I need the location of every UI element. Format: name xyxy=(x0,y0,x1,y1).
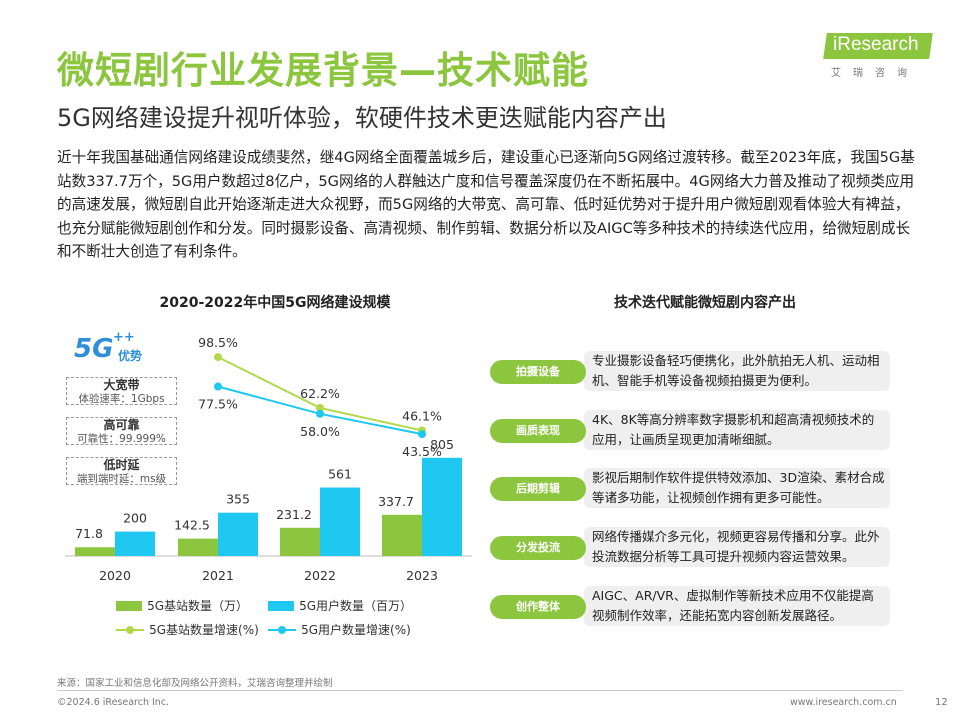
tech-description: 影视后期制作软件提供特效添加、3D渲染、素材合成等诸多功能，让视频创作拥有更多可… xyxy=(584,468,890,508)
advantage-label: 优势 xyxy=(118,349,143,363)
legend-item: 5G用户数量增速(%) xyxy=(268,619,411,638)
feature-bandwidth: 大宽带 体验速率：1Gbps xyxy=(66,377,177,405)
bar xyxy=(178,538,218,556)
legend-label: 5G基站数量增速(%) xyxy=(149,623,259,637)
tech-description: 专业摄影设备轻巧便携化，此外航拍无人机、运动相机、智能手机等设备视频拍摄更为便利… xyxy=(584,351,890,391)
legend-item: 5G基站数量增速(%) xyxy=(116,619,259,638)
footer-link[interactable]: www.iresearch.com.cn xyxy=(790,697,897,708)
bar-value-label: 231.2 xyxy=(276,507,312,522)
logo-text: iResearch xyxy=(833,34,919,55)
tech-tag: 拍摄设备 xyxy=(490,360,586,384)
page-subtitle: 5G网络建设提升视听体验，软硬件技术更迭赋能内容产出 xyxy=(57,104,667,132)
plus-icon: ++ xyxy=(113,330,135,345)
logo-subtext: 艾瑞咨询 xyxy=(831,68,919,79)
page-number: 12 xyxy=(935,697,948,708)
tech-section-title: 技术迭代赋能微短剧内容产出 xyxy=(614,295,796,311)
feature-reliability: 高可靠 可靠性：99.999% xyxy=(66,417,177,445)
bar xyxy=(280,527,320,556)
iresearch-logo: iResearch 艾瑞咨询 xyxy=(823,33,935,83)
tech-tag: 后期剪辑 xyxy=(490,477,586,501)
tech-tag: 分发投流 xyxy=(490,536,586,560)
line-value-label: 62.2% xyxy=(300,386,340,401)
chart-title: 2020-2022年中国5G网络建设规模 xyxy=(159,295,391,311)
feature-latency: 低时延 端到端时延：ms级 xyxy=(66,457,177,485)
intro-paragraph: 近十年我国基础通信网络建设成绩斐然，继4G网络全面覆盖城乡后，建设重心已逐渐向5… xyxy=(57,149,915,260)
bar xyxy=(382,514,422,556)
tech-row-shooting: 拍摄设备 专业摄影设备轻巧便携化，此外航拍无人机、运动相机、智能手机等设备视频拍… xyxy=(486,351,898,391)
feature-head: 低时延 xyxy=(103,458,140,472)
legend-item: 5G用户数量（百万） xyxy=(268,595,412,614)
tech-tag: 创作整体 xyxy=(490,595,586,619)
tech-tag: 画质表现 xyxy=(490,419,586,443)
5g-construction-chart: 71.8 142.5 231.2 337.7 200 355 561 805 2020 2021 2… xyxy=(65,335,472,583)
tech-description: 网络传播媒介多元化，视频更容易传播和分享。此外投流数据分析等工具可提升视频内容运… xyxy=(584,527,890,567)
bar xyxy=(422,457,462,556)
feature-detail: 体验速率：1Gbps xyxy=(78,393,165,405)
source-note: 来源：国家工业和信息化部及网络公开资料，艾瑞咨询整理并绘制 xyxy=(57,678,333,689)
line-point xyxy=(316,409,324,418)
line-point xyxy=(214,353,222,362)
legend-swatch xyxy=(116,600,142,611)
x-tick-label: 2022 xyxy=(304,568,336,583)
line-point xyxy=(214,382,222,391)
tech-description: 4K、8K等高分辨率数字摄影机和超高清视频技术的应用，让画质呈现更加清晰细腻。 xyxy=(584,410,890,450)
bar xyxy=(75,547,115,556)
legend-swatch xyxy=(268,600,294,611)
line-value-label: 58.0% xyxy=(300,424,340,439)
x-tick-label: 2020 xyxy=(99,568,131,583)
page-title: 微短剧行业发展背景—技术赋能 xyxy=(57,49,589,92)
tech-description: AIGC、AR/VR、虚拟制作等新技术应用不仅能提高视频制作效率，还能拓宽内容创… xyxy=(584,586,890,626)
line-value-label: 77.5% xyxy=(198,397,238,412)
bar xyxy=(115,531,155,556)
legend-item: 5G基站数量（万） xyxy=(116,595,248,614)
tech-row-creation: 创作整体 AIGC、AR/VR、虚拟制作等新技术应用不仅能提高视频制作效率，还能… xyxy=(486,586,898,626)
tech-row-distribution: 分发投流 网络传播媒介多元化，视频更容易传播和分享。此外投流数据分析等工具可提升… xyxy=(486,527,898,567)
legend-label: 5G基站数量（万） xyxy=(147,599,249,613)
bar-value-label: 71.8 xyxy=(75,526,103,541)
bar-value-label: 561 xyxy=(328,467,352,482)
tech-row-editing: 后期剪辑 影视后期制作软件提供特效添加、3D渲染、素材合成等诸多功能，让视频创作… xyxy=(486,468,898,508)
5g-logo-text: 5G xyxy=(74,334,114,364)
line-value-label: 43.5% xyxy=(402,444,442,459)
bar-value-label: 355 xyxy=(226,492,250,507)
copyright: ©2024.6 iResearch Inc. xyxy=(57,697,170,708)
feature-detail: 可靠性：99.999% xyxy=(77,433,166,445)
bar xyxy=(218,512,258,556)
bar-value-label: 805 xyxy=(430,437,454,452)
line-point xyxy=(316,403,324,412)
5g-advantage-badge: 5G ++ 优势 xyxy=(74,330,164,368)
x-tick-label: 2023 xyxy=(406,568,438,583)
bar-value-label: 142.5 xyxy=(174,518,210,533)
legend-label: 5G用户数量（百万） xyxy=(299,599,413,613)
bar-value-label: 337.7 xyxy=(378,494,414,509)
bar xyxy=(320,487,360,556)
x-tick-label: 2021 xyxy=(202,568,234,583)
feature-detail: 端到端时延：ms级 xyxy=(76,473,167,485)
legend-line-swatch xyxy=(268,625,296,634)
footer-divider xyxy=(57,690,903,691)
tech-row-quality: 画质表现 4K、8K等高分辨率数字摄影机和超高清视频技术的应用，让画质呈现更加清… xyxy=(486,410,898,450)
bar-value-label: 200 xyxy=(123,511,147,526)
feature-head: 大宽带 xyxy=(103,378,140,392)
line-value-label: 46.1% xyxy=(402,408,442,423)
line-point xyxy=(418,430,426,439)
chart-legend: 5G基站数量（万） 5G用户数量（百万） 5G基站数量增速(%) 5G用户数量增… xyxy=(116,595,436,639)
line-value-label: 98.5% xyxy=(198,335,238,350)
legend-label: 5G用户数量增速(%) xyxy=(301,623,411,637)
legend-line-swatch xyxy=(116,625,144,634)
feature-head: 高可靠 xyxy=(103,418,140,432)
